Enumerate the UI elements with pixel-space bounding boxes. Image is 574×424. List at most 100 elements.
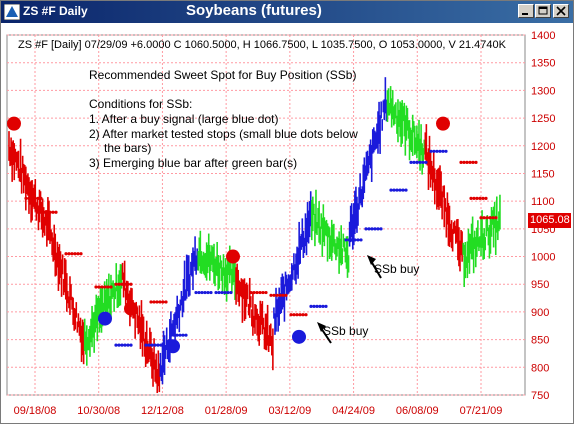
stop-dot [401, 188, 405, 192]
stop-dot [152, 300, 156, 304]
stop-dot [249, 290, 253, 295]
stop-dot [97, 285, 101, 289]
stop-dot [175, 333, 179, 337]
stop-dot [389, 188, 393, 192]
buy-signal-dot [292, 329, 306, 344]
stop-dot [278, 293, 282, 297]
sell-signal-dot [226, 249, 240, 264]
stop-dot [33, 196, 37, 200]
stop-dot [158, 300, 162, 304]
stop-dot [344, 238, 348, 242]
stop-dot [261, 290, 265, 295]
stop-dot [45, 210, 49, 214]
stop-dot [70, 252, 74, 256]
stop-dot [129, 282, 133, 286]
stop-dot [392, 188, 396, 192]
stop-dot [356, 238, 360, 242]
stop-dot [39, 210, 43, 214]
stop-dot [255, 290, 259, 295]
stop-dot [264, 290, 268, 295]
x-tick-label: 03/12/09 [268, 405, 311, 417]
close-button[interactable] [553, 4, 569, 18]
note-condition-3: 3) Emerging blue bar after green bar(s) [89, 156, 298, 170]
maximize-button[interactable] [535, 4, 551, 18]
sell-signal-dot [436, 116, 450, 131]
sell-signal-dot [124, 301, 138, 316]
note-condition-2: 2) After market tested stops (small blue… [89, 127, 358, 141]
maximize-icon [538, 6, 548, 15]
stop-dot [48, 210, 52, 214]
stop-dot [123, 282, 127, 286]
stop-dot [178, 333, 182, 337]
stop-dot [478, 196, 482, 200]
stop-dot [103, 285, 107, 289]
stop-dot [364, 227, 368, 231]
stop-dot [418, 160, 422, 164]
stop-dot [488, 216, 492, 220]
stop-dot [469, 196, 473, 200]
stop-dot [129, 343, 133, 347]
stop-dot [156, 343, 160, 347]
stop-dot [435, 149, 439, 153]
stop-dot [485, 216, 489, 220]
stop-dot [126, 282, 130, 286]
stop-dot [73, 252, 77, 256]
last-price-tag: 1065.08 [528, 213, 571, 228]
stop-dot [475, 196, 479, 200]
ssb-arrowhead-1 [317, 322, 326, 332]
y-tick-label: 1400 [531, 30, 555, 42]
y-tick-label: 1250 [531, 113, 555, 125]
stop-dot [169, 333, 173, 337]
stop-dot [181, 333, 185, 337]
stop-dot [100, 285, 104, 289]
y-tick-label: 1100 [531, 196, 555, 208]
y-tick-label: 1200 [531, 141, 555, 153]
sell-signal-dot [7, 116, 21, 131]
x-tick-label: 01/28/09 [205, 405, 248, 417]
title-bar[interactable]: ZS #F Daily Soybeans (futures) [1, 1, 573, 23]
ssb-arrow-1 [320, 327, 332, 344]
stop-dot [370, 227, 374, 231]
stop-dot [324, 304, 328, 308]
minimize-button[interactable] [518, 4, 534, 18]
stop-dot [482, 216, 486, 220]
stop-dot [76, 252, 80, 256]
stop-dot [120, 282, 124, 286]
stop-dot [206, 290, 210, 295]
stop-dot [229, 290, 233, 295]
stop-dot [301, 313, 305, 317]
stop-dot [36, 196, 40, 200]
stop-dot [64, 252, 68, 256]
price-chart[interactable]: 7508008509009501000105011001150120012501… [1, 23, 573, 423]
stop-dot [106, 285, 110, 289]
stop-dot [164, 300, 168, 304]
stop-dot [472, 196, 476, 200]
stop-dot [359, 238, 363, 242]
stop-dot [481, 196, 485, 200]
stop-dot [421, 160, 425, 164]
note-condition-2-cont: the bars) [104, 141, 152, 155]
stop-dot [159, 343, 163, 347]
stop-dot [79, 252, 83, 256]
stop-dot [269, 293, 273, 297]
app-icon [4, 4, 20, 20]
stop-dot [429, 149, 433, 153]
x-tick-label: 06/08/09 [396, 405, 439, 417]
stop-dot [321, 304, 325, 308]
ssb-buy-label-1: SSb buy [323, 324, 369, 338]
stop-dot [126, 343, 130, 347]
stop-dot [465, 160, 469, 164]
stop-dot [67, 252, 71, 256]
y-tick-label: 1150 [531, 168, 555, 180]
stop-dot [24, 196, 28, 200]
y-tick-label: 950 [531, 279, 549, 291]
ssb-arrowhead-2 [367, 255, 376, 265]
stop-dot [471, 160, 475, 164]
stop-dot [27, 196, 31, 200]
note-headline: Recommended Sweet Spot for Buy Position … [89, 68, 357, 82]
stop-dot [409, 160, 413, 164]
stop-dot [149, 300, 153, 304]
stop-dot [172, 333, 176, 337]
stop-dot [161, 300, 165, 304]
stop-dot [479, 216, 483, 220]
